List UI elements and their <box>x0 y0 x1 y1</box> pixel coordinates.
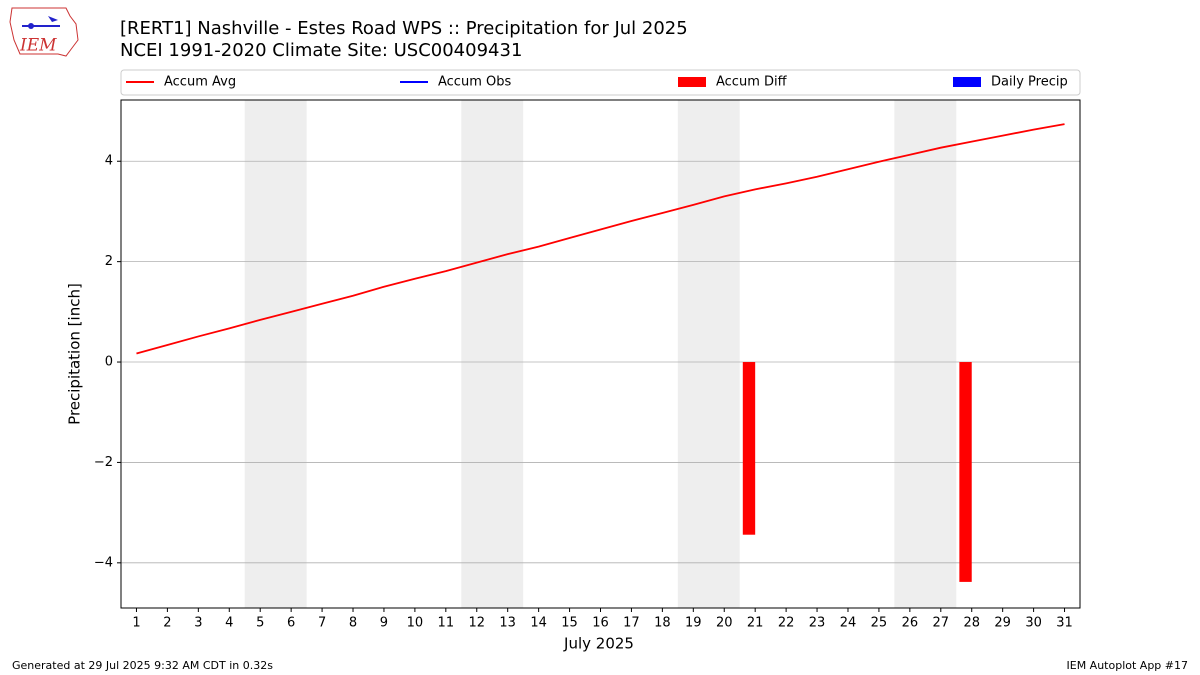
legend-label: Accum Obs <box>438 75 511 90</box>
x-tick-label: 3 <box>194 616 202 631</box>
y-axis-label: Precipitation [inch] <box>66 283 84 425</box>
weekend-span <box>244 100 307 608</box>
x-axis-label: July 2025 <box>563 635 634 653</box>
x-tick-label: 5 <box>256 616 264 631</box>
legend-label: Daily Precip <box>991 75 1068 90</box>
x-tick-label: 26 <box>902 616 919 631</box>
x-tick-label: 14 <box>530 616 547 631</box>
x-tick-label: 19 <box>685 616 702 631</box>
x-tick-label: 10 <box>407 616 424 631</box>
legend-label: Accum Avg <box>164 75 236 90</box>
x-tick-label: 17 <box>623 616 640 631</box>
chart-title: [RERT1] Nashville - Estes Road WPS :: Pr… <box>120 18 688 39</box>
x-tick-label: 24 <box>840 616 857 631</box>
x-tick-label: 30 <box>1025 616 1042 631</box>
x-tick-label: 21 <box>747 616 764 631</box>
footer-right: IEM Autoplot App #17 <box>1067 659 1189 672</box>
x-tick-label: 2 <box>163 616 171 631</box>
x-tick-label: 13 <box>499 616 516 631</box>
weekend-span <box>461 100 524 608</box>
x-tick-label: 4 <box>225 616 233 631</box>
y-tick-label: −2 <box>94 455 113 470</box>
logo-text: IEM <box>19 36 57 56</box>
x-tick-label: 18 <box>654 616 671 631</box>
logo-outline <box>9 7 79 57</box>
x-tick-label: 31 <box>1056 616 1073 631</box>
x-tick-label: 22 <box>778 616 795 631</box>
x-tick-label: 20 <box>716 616 733 631</box>
x-tick-label: 29 <box>994 616 1011 631</box>
legend-swatch <box>678 77 706 87</box>
logo: IEM <box>9 7 79 57</box>
line-series <box>136 123 1065 355</box>
logo-flag <box>48 16 58 22</box>
legend-label: Accum Diff <box>716 75 788 90</box>
chart-subtitle: NCEI 1991-2020 Climate Site: USC00409431 <box>120 40 522 61</box>
y-tick-label: −4 <box>94 555 113 570</box>
legend-swatch <box>953 77 981 87</box>
legend-box <box>120 69 1081 96</box>
y-tick-label: 0 <box>105 355 113 370</box>
x-tick-label: 16 <box>592 616 609 631</box>
x-tick-label: 9 <box>380 616 388 631</box>
x-tick-label: 27 <box>933 616 950 631</box>
x-tick-label: 1 <box>132 616 140 631</box>
x-tick-label: 23 <box>809 616 826 631</box>
weekend-span <box>894 100 957 608</box>
x-tick-label: 28 <box>963 616 980 631</box>
y-tick-label: 4 <box>105 154 113 169</box>
bar <box>959 362 972 582</box>
x-tick-label: 11 <box>438 616 455 631</box>
x-tick-label: 12 <box>468 616 485 631</box>
plot-frame <box>120 99 1081 609</box>
x-tick-label: 25 <box>871 616 888 631</box>
bar <box>742 362 756 535</box>
footer-left: Generated at 29 Jul 2025 9:32 AM CDT in … <box>12 659 273 672</box>
x-tick-label: 7 <box>318 616 326 631</box>
x-tick-label: 8 <box>349 616 357 631</box>
y-tick-label: 2 <box>105 254 113 269</box>
logo-dot <box>28 23 34 29</box>
x-tick-label: 15 <box>561 616 578 631</box>
x-tick-label: 6 <box>287 616 295 631</box>
weekend-span <box>677 100 740 608</box>
